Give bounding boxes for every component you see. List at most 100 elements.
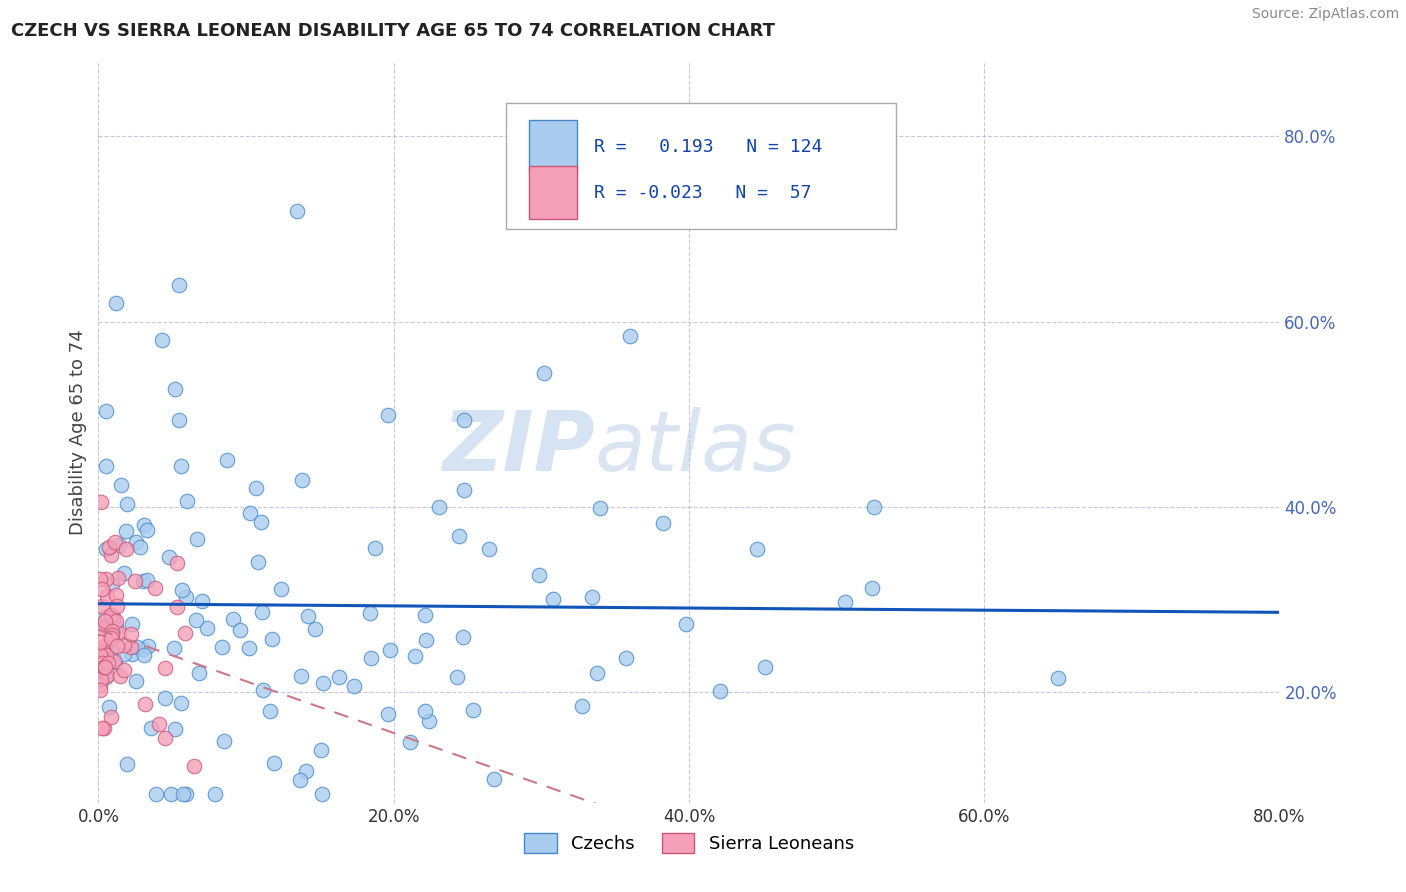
Point (153, 661, 176, 675)
Point (451, 630, 474, 644)
Point (186, 532, 208, 546)
Point (132, 641, 155, 656)
Point (153, 731, 176, 745)
Point (399, 735, 422, 749)
Point (101, 628, 124, 642)
Point (860, 581, 883, 595)
Point (834, 595, 856, 609)
Point (134, 697, 156, 711)
Point (328, 670, 350, 684)
Point (94, 670, 117, 684)
Point (675, 617, 697, 632)
Point (482, 772, 505, 787)
Point (652, 516, 675, 531)
Point (250, 515, 273, 529)
Point (112, 639, 135, 653)
Point (377, 408, 399, 422)
Point (619, 329, 641, 343)
Point (121, 617, 143, 632)
Point (413, 607, 436, 622)
Point (211, 640, 233, 655)
Point (114, 542, 136, 557)
Point (91, 656, 114, 670)
Point (404, 649, 426, 664)
Point (91, 645, 114, 659)
Point (571, 699, 593, 714)
Point (166, 599, 188, 614)
Point (294, 764, 316, 778)
Point (94, 640, 117, 654)
Point (270, 582, 292, 596)
Point (96, 589, 118, 603)
Point (96, 541, 118, 556)
Point (93, 614, 115, 628)
Point (89, 682, 111, 697)
Point (163, 382, 186, 396)
Point (581, 590, 603, 604)
Point (103, 610, 125, 624)
Point (120, 640, 142, 655)
Point (239, 506, 262, 520)
Point (94, 572, 117, 586)
Point (91, 721, 114, 735)
Point (229, 623, 252, 637)
Point (191, 593, 214, 607)
Point (174, 590, 197, 604)
Point (461, 703, 484, 717)
FancyBboxPatch shape (506, 103, 896, 229)
Point (125, 673, 148, 688)
Point (184, 613, 207, 627)
Point (96, 648, 118, 662)
Point (863, 500, 886, 514)
Point (183, 758, 205, 772)
Point (174, 626, 197, 640)
Text: R =   0.193   N = 124: R = 0.193 N = 124 (595, 138, 823, 156)
Point (105, 614, 128, 628)
Point (252, 682, 274, 697)
Point (413, 704, 436, 718)
Point (90, 621, 112, 635)
Text: CZECH VS SIERRA LEONEAN DISABILITY AGE 65 TO 74 CORRELATION CHART: CZECH VS SIERRA LEONEAN DISABILITY AGE 6… (11, 22, 775, 40)
Point (128, 541, 150, 555)
Point (121, 647, 143, 661)
Point (150, 333, 173, 347)
Text: R = -0.023   N =  57: R = -0.023 N = 57 (595, 184, 811, 202)
Point (304, 622, 326, 636)
Point (100, 577, 122, 591)
Point (260, 632, 283, 647)
Point (176, 494, 198, 508)
Point (105, 639, 128, 653)
Point (110, 669, 132, 683)
Point (141, 721, 163, 735)
Point (89, 635, 111, 649)
Point (153, 690, 176, 705)
Point (364, 541, 387, 556)
Point (453, 483, 475, 497)
Point (160, 787, 183, 801)
Point (291, 474, 314, 488)
Point (136, 573, 159, 587)
Point (343, 680, 366, 694)
Point (90, 647, 112, 661)
Point (157, 549, 180, 564)
Point (94, 458, 117, 473)
Point (174, 787, 197, 801)
Text: Source: ZipAtlas.com: Source: ZipAtlas.com (1251, 7, 1399, 21)
Point (97, 656, 120, 670)
Point (204, 787, 226, 801)
Point (446, 670, 468, 684)
Point (127, 640, 149, 655)
Point (132, 574, 155, 589)
Point (478, 542, 501, 557)
Point (100, 608, 122, 623)
Point (285, 203, 308, 218)
Point (288, 773, 311, 788)
Point (93, 659, 115, 673)
Point (415, 632, 437, 647)
Point (263, 756, 285, 770)
Point (188, 665, 211, 680)
Point (93, 721, 115, 735)
Point (1047, 671, 1070, 685)
Point (614, 651, 637, 665)
Point (110, 478, 132, 492)
